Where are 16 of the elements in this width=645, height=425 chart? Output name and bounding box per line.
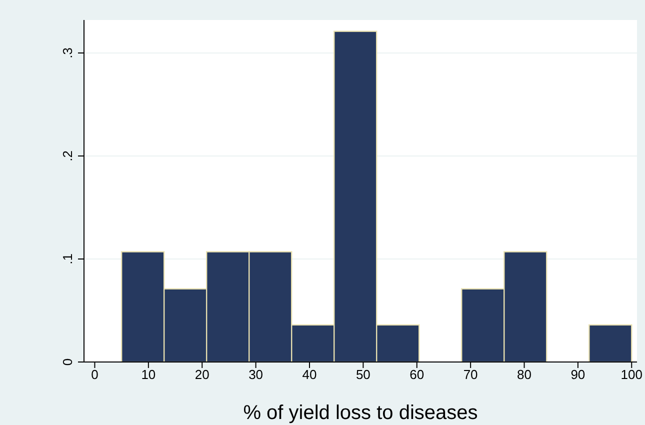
x-tick-label: 90 bbox=[570, 367, 586, 382]
x-tick-label: 20 bbox=[194, 367, 210, 382]
x-tick-label: 70 bbox=[463, 367, 478, 382]
x-tick-label: 60 bbox=[410, 367, 424, 382]
x-tick-label: 0 bbox=[91, 367, 98, 382]
y-tick-label: 0 bbox=[60, 358, 75, 366]
x-tick-label: 50 bbox=[356, 367, 370, 382]
y-tick-label: .1 bbox=[60, 254, 75, 264]
x-tick-label: 10 bbox=[141, 367, 156, 382]
y-tick-label: .2 bbox=[60, 150, 75, 162]
x-tick-label: 100 bbox=[620, 367, 642, 382]
x-axis-title: % of yield loss to diseases bbox=[243, 402, 478, 424]
x-tick-label: 30 bbox=[248, 367, 264, 382]
x-tick-label: 40 bbox=[302, 367, 317, 382]
x-tick-label: 80 bbox=[517, 367, 532, 382]
y-tick-label: .3 bbox=[60, 48, 75, 58]
